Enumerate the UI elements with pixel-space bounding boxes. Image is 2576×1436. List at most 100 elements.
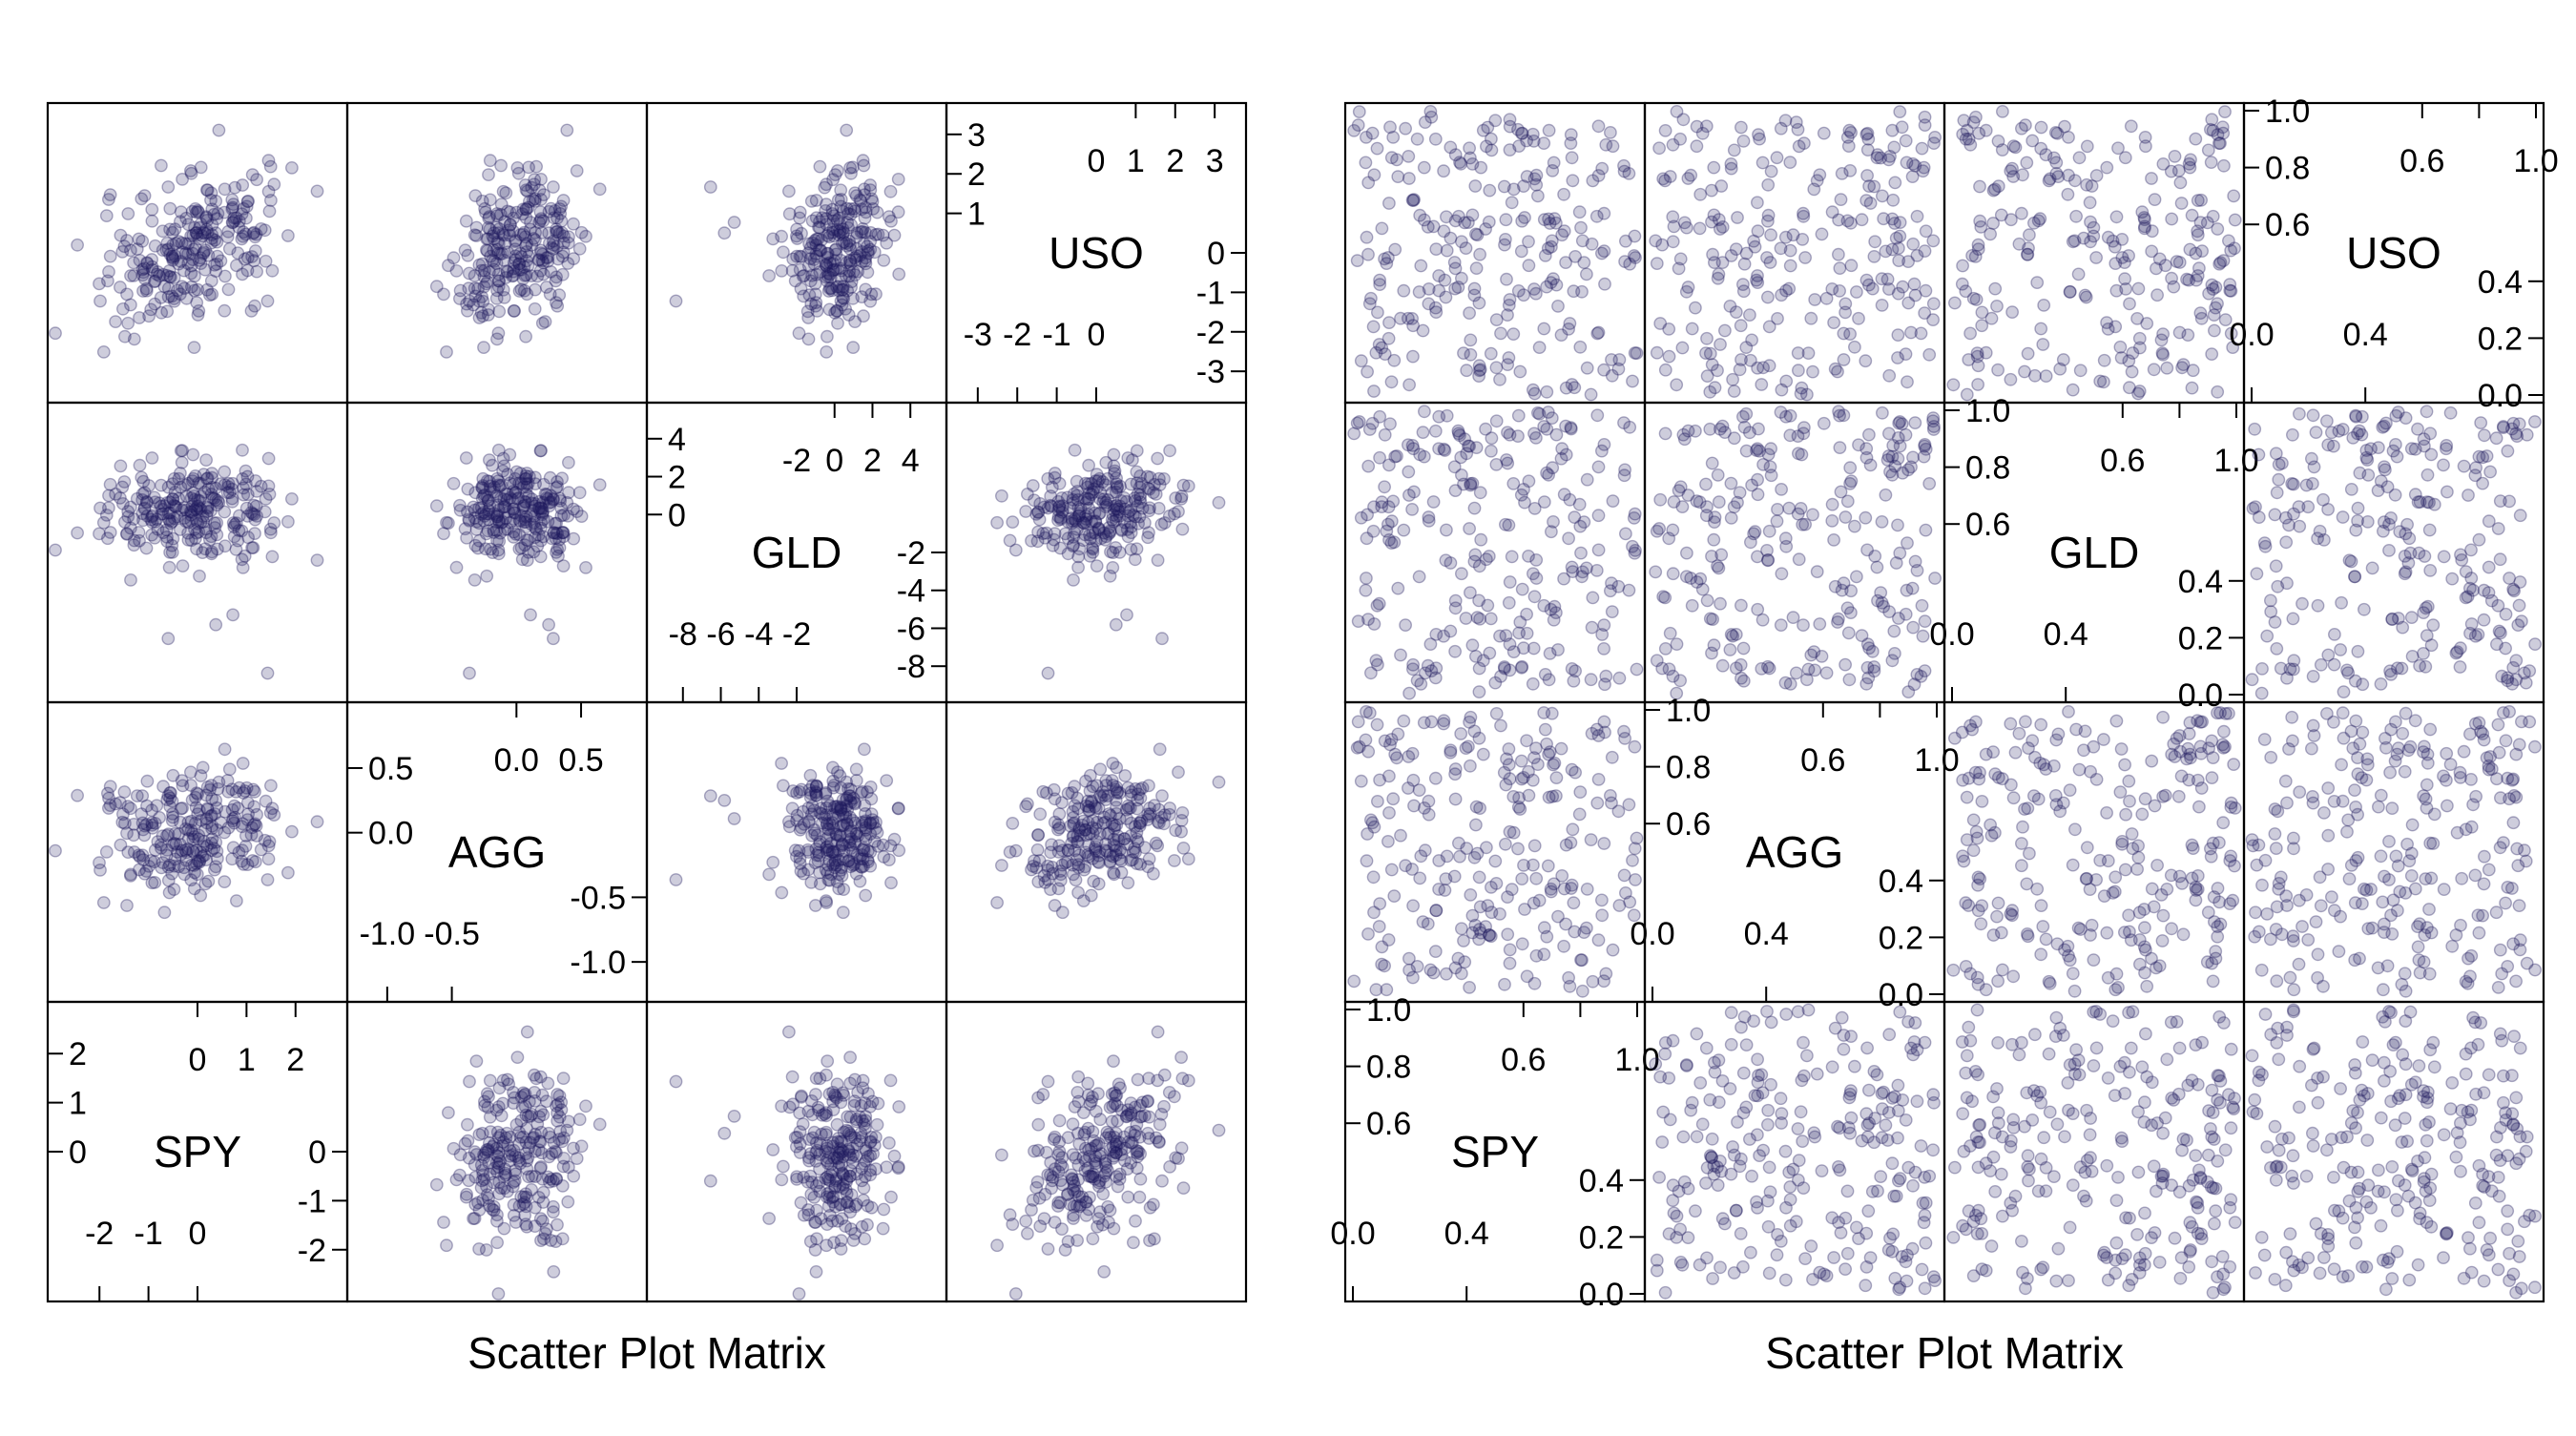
scatter-point: [1367, 871, 1379, 883]
tick-label: -3: [1196, 354, 1225, 390]
scatter-point: [809, 1244, 821, 1256]
scatter-point: [197, 761, 209, 773]
scatter-point: [1449, 768, 1461, 780]
scatter-point: [1598, 838, 1610, 849]
scatter-point: [2322, 504, 2334, 515]
scatter-point: [168, 512, 179, 524]
scatter-point: [568, 532, 579, 544]
scatter-point: [1372, 796, 1383, 807]
tick-label: 2: [286, 1042, 304, 1078]
scatter-point: [1547, 708, 1558, 719]
scatter-point: [1481, 553, 1492, 565]
scatter-point: [197, 547, 208, 558]
scatter-point: [1598, 245, 1610, 257]
scatter-point: [791, 230, 802, 241]
scatter-point: [192, 494, 203, 506]
scatter-point: [1456, 568, 1467, 579]
tick-label: 0.0: [2229, 317, 2274, 353]
scatter-point: [212, 250, 223, 261]
scatter-point: [1083, 840, 1094, 851]
scatter-point: [1793, 447, 1804, 459]
tick-label: 0.4: [2044, 616, 2088, 653]
scatter-point: [1776, 123, 1787, 135]
scatter-point: [1368, 169, 1380, 180]
scatter-point: [832, 1216, 843, 1227]
scatter-point: [2312, 600, 2323, 612]
scatter-point: [1735, 121, 1747, 133]
scatter-point: [1113, 1174, 1125, 1185]
scatter-point: [2354, 425, 2365, 436]
scatter-point: [266, 551, 278, 562]
scatter-point: [1707, 359, 1718, 370]
scatter-point: [1500, 234, 1511, 245]
scatter-point: [814, 1163, 825, 1175]
scatter-point: [1533, 895, 1545, 906]
scatter-point: [1752, 604, 1763, 615]
scatter-point: [1851, 286, 1862, 298]
scatter-point: [1485, 347, 1497, 359]
scatter-point: [2099, 355, 2110, 366]
scatter-point: [260, 256, 271, 267]
scatter-point: [122, 506, 134, 517]
scatter-point: [1690, 302, 1701, 313]
scatter-point: [1093, 850, 1105, 862]
scatter-point: [847, 1235, 859, 1246]
scatter-point: [1523, 236, 1534, 247]
scatter-point: [2181, 274, 2192, 285]
scatter-point: [1586, 621, 1597, 633]
scatter-point: [1395, 313, 1406, 324]
scatter-point: [1030, 509, 1042, 520]
scatter-point: [1523, 789, 1534, 801]
scatter-point: [1749, 241, 1760, 253]
scatter-point: [1575, 547, 1587, 558]
scatter-point: [1464, 982, 1475, 993]
scatter-point: [1550, 772, 1562, 783]
scatter-point: [1629, 741, 1640, 753]
tick-label: 4: [668, 422, 686, 458]
scatter-point: [1072, 862, 1084, 873]
scatter-point: [1159, 809, 1171, 821]
scatter-point: [1463, 440, 1474, 451]
scatter-point: [1797, 234, 1808, 245]
scatter-point: [2157, 158, 2169, 170]
scatter-point: [1607, 495, 1618, 507]
tick-label: 3: [967, 117, 986, 154]
scatter-point: [2186, 382, 2197, 393]
scatter-point: [1449, 485, 1461, 496]
scatter-point: [883, 211, 895, 222]
scatter-point: [1618, 726, 1630, 738]
scatter-point: [1142, 1095, 1153, 1107]
scatter-point: [1514, 803, 1526, 815]
scatter-point: [1034, 1220, 1046, 1232]
scatter-point: [197, 851, 208, 863]
scatter-point: [1713, 273, 1724, 284]
scatter-point: [218, 876, 230, 887]
scatter-point: [1613, 900, 1625, 911]
scatter-point: [1607, 752, 1618, 763]
scatter-point: [464, 1075, 475, 1087]
scatter-point: [2350, 524, 2361, 535]
scatter-point: [1880, 489, 1891, 501]
scatter-point: [1568, 511, 1580, 523]
scatter-point: [791, 250, 802, 261]
scatter-point: [1735, 320, 1747, 331]
scatter-point: [1504, 957, 1515, 968]
scatter-point: [2286, 478, 2297, 489]
scatter-point: [2223, 235, 2234, 246]
scatter-point: [1499, 180, 1510, 192]
scatter-point: [1490, 362, 1502, 373]
scatter-point: [1122, 839, 1133, 850]
scatter-point: [222, 226, 234, 238]
scatter-point: [1518, 180, 1529, 192]
scatter-point: [1538, 948, 1549, 960]
scatter-point: [454, 1149, 466, 1160]
scatter-point: [1530, 179, 1542, 191]
scatter-point: [1671, 638, 1682, 650]
scatter-point: [838, 906, 849, 918]
scatter-point: [2217, 255, 2229, 266]
scatter-point: [1892, 519, 1903, 531]
scatter-point: [728, 217, 739, 228]
scatter-point: [2166, 213, 2177, 224]
scatter-point: [2498, 422, 2509, 433]
scatter-point: [265, 780, 277, 791]
